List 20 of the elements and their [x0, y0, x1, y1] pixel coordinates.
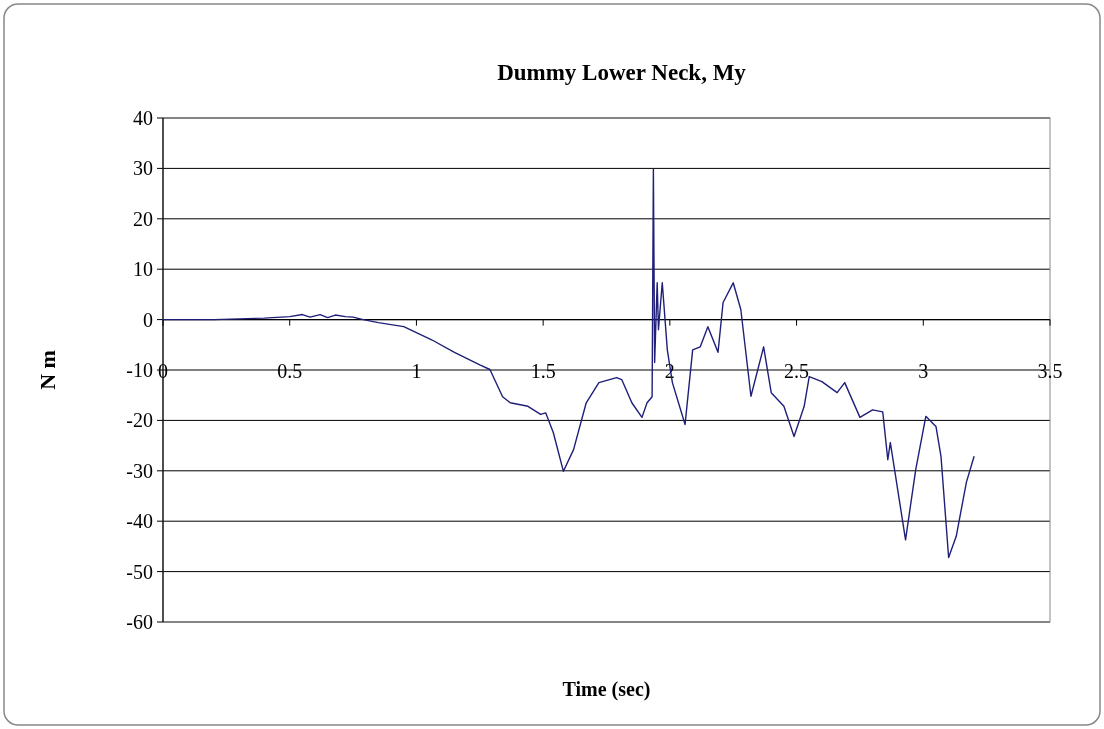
x-axis-title: Time (sec) [562, 678, 651, 701]
y-tick-label: -30 [126, 459, 153, 482]
x-tick-label: 1 [411, 359, 422, 382]
x-tick-label: 3.5 [1037, 359, 1063, 382]
chart-title: Dummy Lower Neck, My [497, 60, 747, 85]
y-tick-label: -60 [126, 611, 153, 633]
y-tick-label: -40 [126, 510, 153, 533]
y-tick-label: 10 [133, 258, 153, 281]
y-tick-label: 20 [133, 207, 153, 230]
y-axis-title: N m [35, 350, 60, 390]
x-tick-label: 2.5 [784, 359, 810, 382]
y-tick-label: -50 [126, 560, 153, 583]
y-tick-label: 30 [133, 157, 153, 180]
y-tick-label: -20 [126, 409, 153, 432]
y-tick-label: 40 [133, 107, 153, 129]
y-tick-label: -10 [126, 359, 153, 381]
y-tick-label: 0 [143, 308, 153, 331]
x-tick-label: 3 [918, 359, 929, 382]
x-tick-label: 0.5 [277, 359, 303, 382]
x-tick-label: 1.5 [530, 359, 556, 382]
